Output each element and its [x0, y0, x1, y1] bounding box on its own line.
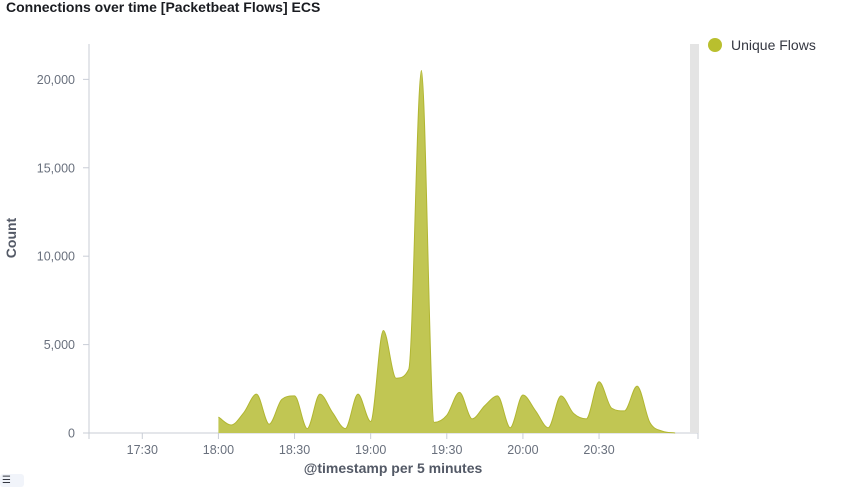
x-tick-label: 17:30: [127, 443, 158, 457]
list-icon: ☰: [2, 475, 11, 486]
y-axis-title: Count: [3, 217, 19, 258]
y-ticks: 0 5,000 10,000 15,000 20,000: [37, 73, 89, 441]
x-tick-label: 19:00: [355, 443, 386, 457]
x-axis-title: @timestamp per 5 minutes: [304, 460, 483, 476]
x-tick-label: 19:30: [431, 443, 462, 457]
x-ticks: 17:30 18:00 18:30 19:00 19:30 20:00 20:30: [88, 433, 699, 457]
y-tick-label: 20,000: [37, 73, 75, 87]
legend-dot-unique-flows[interactable]: [708, 38, 722, 52]
series-line-unique-flows: [218, 70, 676, 434]
legend-label-unique-flows[interactable]: Unique Flows: [731, 37, 816, 53]
legend: Unique Flows: [708, 37, 816, 53]
series-layer: [218, 70, 676, 434]
y-tick-label: 15,000: [37, 161, 75, 175]
series-area-unique-flows[interactable]: [218, 70, 676, 434]
x-tick-label: 20:30: [583, 443, 614, 457]
legend-toggle-button[interactable]: ☰: [0, 474, 24, 487]
scrollbar-track[interactable]: [690, 44, 699, 433]
y-tick-label: 0: [68, 427, 75, 441]
x-tick-label: 18:00: [203, 443, 234, 457]
y-tick-label: 10,000: [37, 250, 75, 264]
x-tick-label: 18:30: [279, 443, 310, 457]
panel-title: Connections over time [Packetbeat Flows]…: [6, 0, 321, 15]
y-tick-label: 5,000: [44, 338, 75, 352]
x-tick-label: 20:00: [507, 443, 538, 457]
